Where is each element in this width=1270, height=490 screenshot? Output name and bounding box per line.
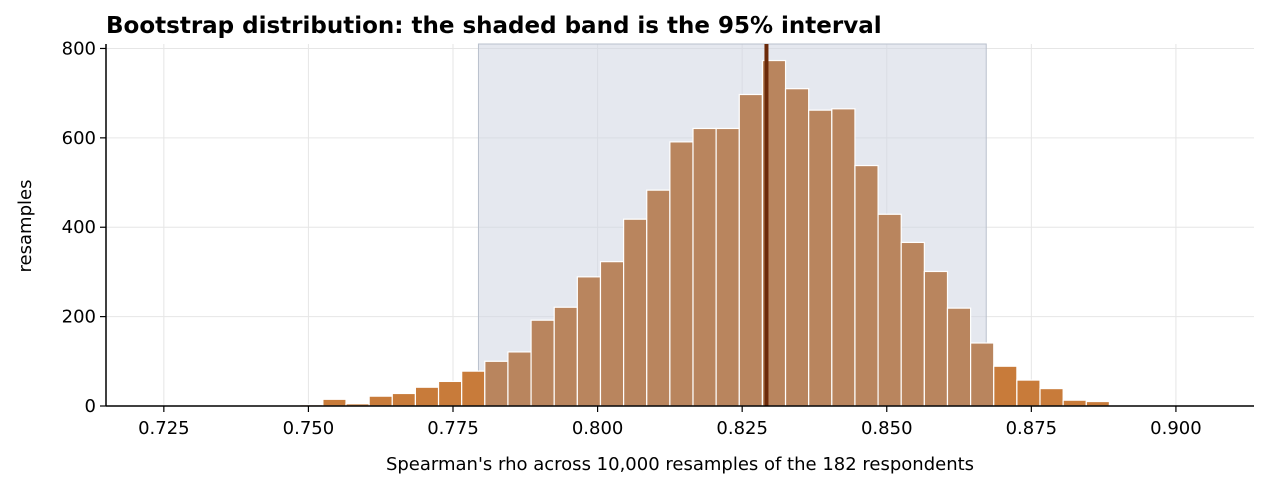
x-tick-label: 0.775 [427, 418, 479, 439]
histogram-bar [599, 261, 625, 407]
histogram-bar [923, 270, 949, 407]
x-tick-label: 0.850 [861, 418, 913, 439]
histogram-bar [623, 218, 648, 407]
y-tick-label: 600 [62, 128, 96, 149]
histogram-bar [900, 241, 925, 407]
histogram-bar [646, 189, 671, 407]
y-tick-label: 0 [85, 396, 96, 417]
x-tick-label: 0.725 [138, 418, 190, 439]
histogram-bar [784, 88, 810, 407]
y-axis-ticks: 0 200 400 600 800 [62, 38, 106, 417]
histogram-bar [970, 342, 995, 407]
x-axis-label: Spearman's rho across 10,000 resamples o… [386, 454, 974, 475]
x-tick-label: 0.750 [283, 418, 335, 439]
histogram-bar [946, 307, 972, 407]
x-tick-label: 0.825 [716, 418, 768, 439]
x-tick-label: 0.800 [572, 418, 624, 439]
x-tick-label: 0.875 [1006, 418, 1058, 439]
histogram-bar [1039, 387, 1064, 407]
histogram-bar [322, 398, 347, 407]
y-tick-label: 800 [62, 38, 96, 59]
histogram-bar [854, 164, 879, 407]
y-tick-label: 200 [62, 307, 96, 328]
y-tick-label: 400 [62, 217, 96, 238]
histogram-bar [484, 360, 509, 407]
y-axis-label: resamples [15, 180, 36, 273]
histogram-bar [831, 108, 856, 407]
histogram-bar [553, 306, 578, 407]
histogram-bar [461, 370, 486, 407]
chart-title: Bootstrap distribution: the shaded band … [106, 13, 882, 39]
axes [105, 44, 1254, 407]
histogram-bar [808, 109, 833, 407]
histogram-bar [1016, 379, 1041, 407]
histogram-bar [507, 351, 532, 407]
histogram-bar [877, 213, 902, 407]
histogram-bar [1062, 399, 1087, 407]
histogram-bar [669, 141, 694, 407]
histogram-bar [576, 276, 602, 407]
histogram-bar [993, 365, 1018, 407]
x-tick-label: 0.900 [1150, 418, 1202, 439]
histogram-bar [437, 380, 463, 407]
x-axis-ticks: 0.725 0.750 0.775 0.800 0.825 0.850 0.875 0.900 [138, 406, 1202, 439]
histogram-bar [391, 392, 417, 407]
histogram-bar [530, 319, 555, 407]
histogram-bar [368, 395, 393, 407]
histogram-bar [414, 386, 440, 407]
histogram-bar [692, 127, 717, 407]
histogram-bar [715, 127, 740, 407]
histogram-bar [738, 93, 764, 407]
